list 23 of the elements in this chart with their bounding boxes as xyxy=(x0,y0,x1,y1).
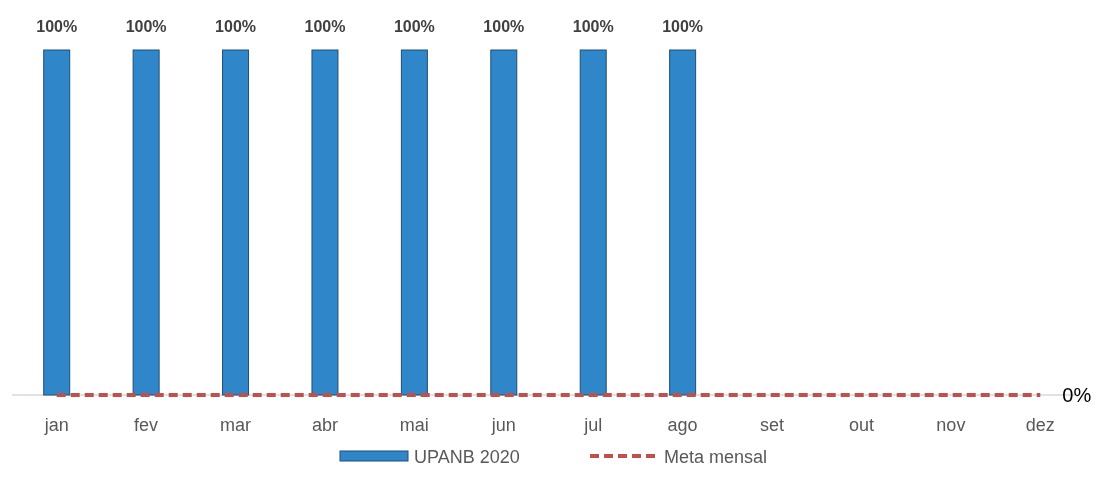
x-tick-label: nov xyxy=(936,415,966,435)
data-label: 100% xyxy=(125,18,167,35)
data-label: 100% xyxy=(304,18,346,35)
x-tick-label: mar xyxy=(220,415,252,435)
data-label: 100% xyxy=(393,18,435,35)
x-tick-label: ago xyxy=(667,415,698,435)
x-tick-label: jul xyxy=(583,415,603,435)
annotation: 0% xyxy=(1062,384,1092,406)
x-tick-label: dez xyxy=(1025,415,1055,435)
data-label: 100% xyxy=(572,18,614,35)
x-tick-label: mai xyxy=(399,415,429,435)
legend-label: Meta mensal xyxy=(664,447,768,467)
x-tick-label: fev xyxy=(134,415,159,435)
x-tick-label: set xyxy=(760,415,785,435)
x-tick-label: jan xyxy=(43,415,69,435)
x-tick-label: abr xyxy=(311,415,338,435)
x-tick-label: jun xyxy=(490,415,516,435)
legend-label: UPANB 2020 xyxy=(414,447,520,467)
data-label: 100% xyxy=(662,18,704,35)
data-label: 100% xyxy=(215,18,256,35)
x-tick-label: out xyxy=(848,415,874,435)
data-label: 100% xyxy=(483,18,525,35)
data-label: 100% xyxy=(36,18,78,35)
